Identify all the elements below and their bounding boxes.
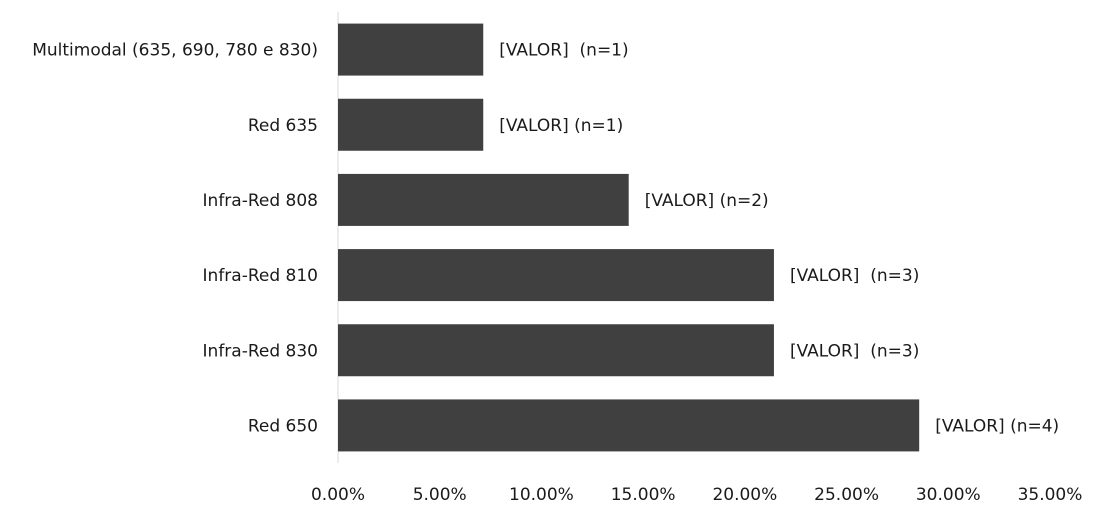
bar: [338, 173, 629, 226]
category-label: Red 650: [248, 416, 318, 436]
bar: [338, 399, 920, 452]
data-label: [VALOR] (n=4): [935, 416, 1059, 436]
data-label: [VALOR] (n=3): [790, 341, 919, 361]
x-tick-label: 0.00%: [311, 485, 365, 505]
category-label: Multimodal (635, 690, 780 e 830): [32, 41, 318, 61]
x-tick-label: 10.00%: [509, 485, 574, 505]
category-label: Infra-Red 830: [203, 341, 318, 361]
category-label: Infra-Red 810: [203, 266, 318, 286]
x-tick-label: 15.00%: [611, 485, 676, 505]
x-tick-label: 30.00%: [916, 485, 981, 505]
x-tick-label: 20.00%: [712, 485, 777, 505]
bar: [338, 324, 774, 377]
data-label: [VALOR] (n=3): [790, 266, 919, 286]
x-tick-label: 35.00%: [1018, 485, 1083, 505]
bars-group: [338, 23, 920, 452]
data-label: [VALOR] (n=1): [499, 41, 628, 61]
data-label: [VALOR] (n=1): [499, 116, 623, 136]
bar: [338, 23, 484, 76]
bar: [338, 249, 774, 302]
x-tick-labels: 0.00% 5.00% 10.00% 15.00% 20.00% 25.00% 30.00%…: [311, 485, 1082, 505]
category-label: Red 635: [248, 116, 318, 136]
data-labels: [VALOR] (n=1) [VALOR] (n=1) [VALOR] (n=2) […: [499, 41, 1059, 437]
data-label: [VALOR] (n=2): [645, 191, 769, 211]
category-label: Infra-Red 808: [203, 191, 318, 211]
category-labels: Multimodal (635, 690, 780 e 830) Red 635 I…: [32, 41, 318, 437]
x-tick-label: 25.00%: [814, 485, 879, 505]
bar: [338, 98, 484, 151]
x-tick-label: 5.00%: [413, 485, 467, 505]
